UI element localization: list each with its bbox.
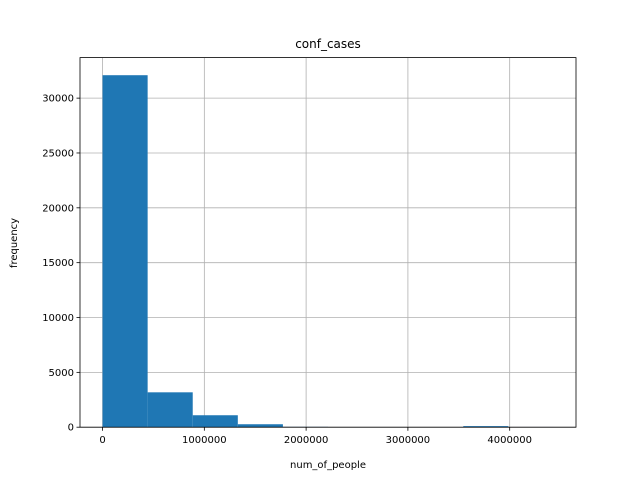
chart-title: conf_cases xyxy=(295,37,361,51)
y-tick-label: 30000 xyxy=(42,94,74,105)
bar xyxy=(192,415,238,428)
y-axis-label: frequency xyxy=(9,218,20,268)
bar xyxy=(147,392,193,428)
x-tick-label: 1000000 xyxy=(182,435,227,446)
y-tick-label: 5000 xyxy=(49,368,74,379)
x-tick-label: 0 xyxy=(99,435,105,446)
bar xyxy=(237,424,283,428)
x-axis-label: num_of_people xyxy=(290,460,366,471)
plot-frame xyxy=(79,57,577,428)
y-tick-label: 15000 xyxy=(42,258,74,269)
y-tick-label: 0 xyxy=(68,423,74,434)
y-tick-label: 10000 xyxy=(42,313,74,324)
x-tick-label: 2000000 xyxy=(284,435,329,446)
bar xyxy=(102,75,148,428)
bar xyxy=(463,426,509,428)
y-tick-label: 25000 xyxy=(42,148,74,159)
y-tick-label: 20000 xyxy=(42,203,74,214)
x-tick-label: 3000000 xyxy=(386,435,431,446)
x-tick-label: 4000000 xyxy=(487,435,532,446)
